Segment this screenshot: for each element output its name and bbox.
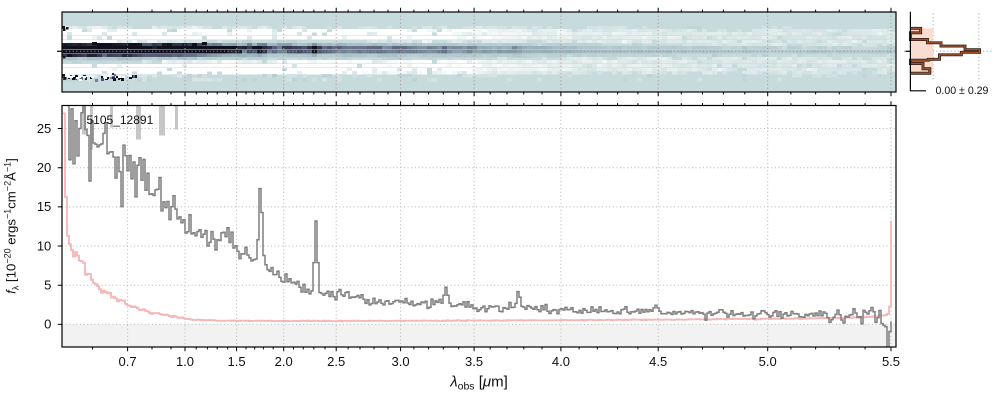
svg-text:0.00 ± 0.29: 0.00 ± 0.29 [936,85,989,97]
svg-text:5.5: 5.5 [882,354,900,369]
svg-text:0.7: 0.7 [119,354,137,369]
svg-text:λobs [μm]: λobs [μm] [449,374,508,393]
svg-text:5.0: 5.0 [759,354,777,369]
svg-text:1.5: 1.5 [228,354,246,369]
svg-text:2.0: 2.0 [275,354,293,369]
svg-text:1.0: 1.0 [176,354,194,369]
svg-text:4.0: 4.0 [552,354,570,369]
svg-text:15: 15 [37,199,51,214]
svg-text:10: 10 [37,238,51,253]
svg-text:20: 20 [37,160,51,175]
svg-text:0: 0 [44,317,51,332]
svg-text:3.0: 3.0 [392,354,410,369]
svg-text:5: 5 [44,278,51,293]
svg-text:fλ [10−20 ergs−1cm−2Å−1]: fλ [10−20 ergs−1cm−2Å−1] [3,158,21,294]
svg-text:4.5: 4.5 [649,354,667,369]
svg-text:2.5: 2.5 [327,354,345,369]
svg-text:3.5: 3.5 [465,354,483,369]
svg-text:25: 25 [37,121,51,136]
svg-text:5105_12891: 5105_12891 [87,113,154,127]
